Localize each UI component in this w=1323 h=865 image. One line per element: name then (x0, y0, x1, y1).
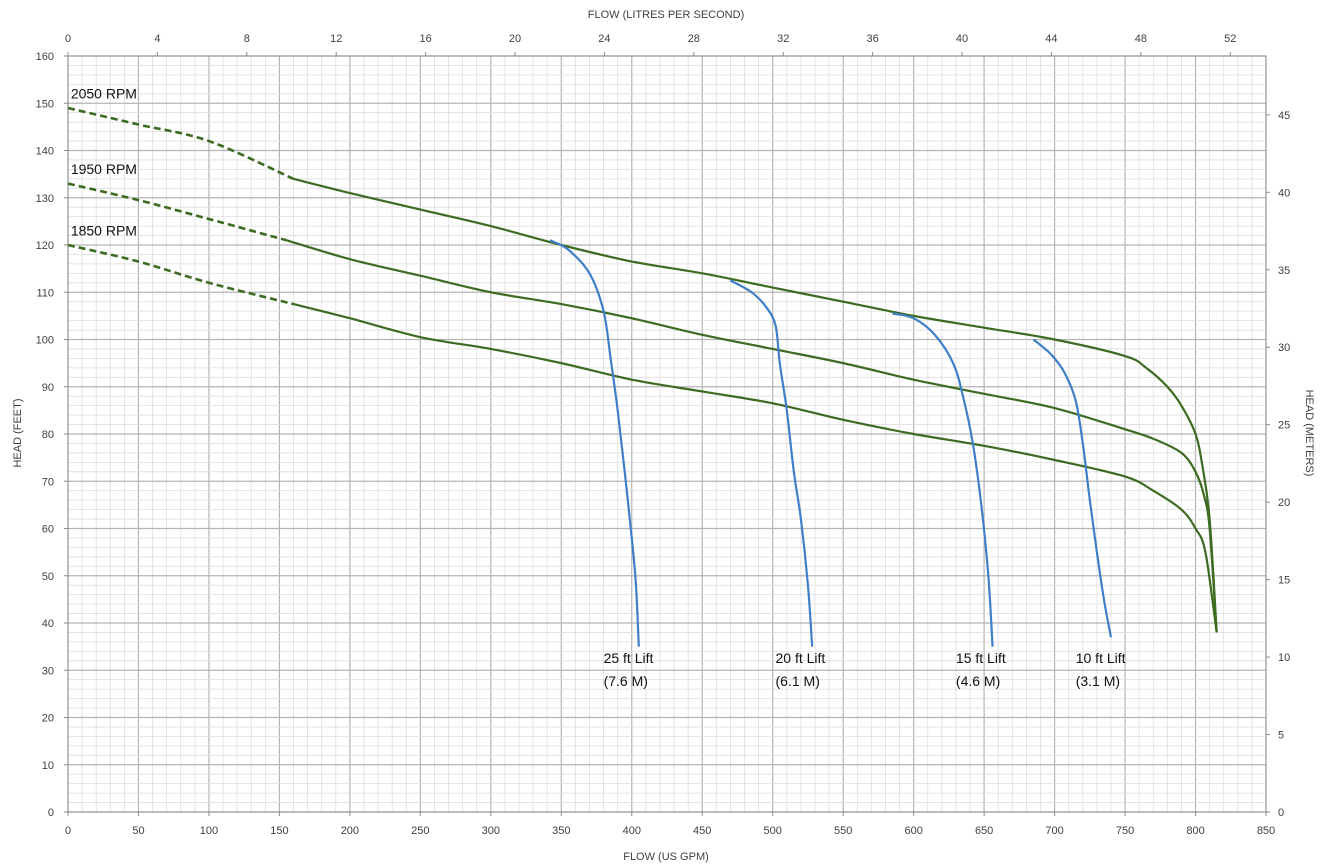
x-tick-label: 450 (693, 825, 711, 837)
y2-axis-title: HEAD (METERS) (1303, 390, 1315, 477)
annotation-20-ft-lift-line-1: 20 ft Lift (776, 650, 826, 666)
label-layer: 2050 RPM 1950 RPM 1850 RPM 25 ft Lift (7.6 M… (71, 86, 1126, 690)
series-1950-rpm-dashed (67, 182, 287, 242)
grid-layer (67, 55, 1267, 813)
y-axis-title: HEAD (FEET) (12, 398, 24, 467)
series-layer (67, 106, 1218, 647)
x-tick-label: 100 (200, 825, 218, 837)
x-tick-label: 0 (65, 825, 71, 837)
series-1950-rpm (286, 239, 1218, 633)
y2-tick-label: 20 (1278, 497, 1290, 509)
annotation-10-ft-lift-line-2: (3.1 M) (1076, 673, 1120, 689)
x-tick-label: 200 (341, 825, 359, 837)
y-tick-label: 120 (36, 240, 54, 252)
annotation-1850-rpm: 1850 RPM (71, 223, 137, 239)
annotation-15-ft-lift-line-2: (4.6 M) (956, 673, 1000, 689)
y2-tick-label: 35 (1278, 265, 1290, 277)
x2-tick-label: 4 (154, 33, 160, 45)
annotation-1950-rpm: 1950 RPM (71, 161, 137, 177)
y-tick-label: 110 (36, 287, 54, 299)
x-tick-label: 50 (132, 825, 144, 837)
x-tick-label: 800 (1186, 825, 1204, 837)
series-15-ft-lift (892, 312, 994, 647)
x2-tick-label: 28 (688, 33, 700, 45)
annotation-20-ft-lift-line-2: (6.1 M) (776, 673, 820, 689)
x2-axis-title: FLOW (LITRES PER SECOND) (588, 9, 744, 21)
x2-tick-label: 44 (1045, 33, 1057, 45)
series-2050-rpm (293, 177, 1218, 633)
x-tick-label: 650 (975, 825, 993, 837)
series-1850-rpm-dashed (67, 243, 294, 306)
y2-tick-label: 25 (1278, 420, 1290, 432)
y-tick-label: 40 (42, 618, 54, 630)
series-25-ft-lift (549, 239, 640, 647)
x-tick-label: 550 (834, 825, 852, 837)
y-tick-label: 10 (42, 760, 54, 772)
series-10-ft-lift (1032, 338, 1113, 638)
y-tick-label: 70 (42, 476, 54, 488)
annotation-10-ft-lift-line-1: 10 ft Lift (1076, 650, 1126, 666)
x-tick-label: 850 (1257, 825, 1275, 837)
x2-tick-label: 16 (419, 33, 431, 45)
x2-tick-label: 40 (956, 33, 968, 45)
x-tick-label: 400 (623, 825, 641, 837)
series-1850-rpm (293, 302, 1218, 633)
series-2050-rpm-dashed (67, 106, 295, 181)
x-axis-title: FLOW (US GPM) (623, 851, 709, 863)
axes-layer: 0 50 100 150 200 250 300 350 400 450 500 550 600 650 7… (36, 33, 1291, 837)
y-tick-label: 90 (42, 382, 54, 394)
y-tick-label: 100 (36, 335, 54, 347)
y2-tick-label: 0 (1278, 807, 1284, 819)
y-tick-label: 20 (42, 713, 54, 725)
x-tick-label: 700 (1045, 825, 1063, 837)
y2-tick-label: 15 (1278, 575, 1290, 587)
x2-tick-label: 36 (867, 33, 879, 45)
x2-tick-label: 24 (598, 33, 610, 45)
x2-tick-label: 20 (509, 33, 521, 45)
y2-tick-label: 45 (1278, 110, 1290, 122)
y2-tick-label: 30 (1278, 342, 1290, 354)
x-tick-label: 300 (482, 825, 500, 837)
y2-tick-label: 40 (1278, 187, 1290, 199)
y2-tick-label: 5 (1278, 730, 1284, 742)
y-tick-label: 150 (36, 98, 54, 110)
x-tick-label: 600 (904, 825, 922, 837)
y-tick-label: 130 (36, 193, 54, 205)
annotation-15-ft-lift-line-1: 15 ft Lift (956, 650, 1006, 666)
x2-tick-label: 52 (1224, 33, 1236, 45)
y-tick-label: 0 (48, 807, 54, 819)
x2-tick-label: 48 (1135, 33, 1147, 45)
x-tick-label: 350 (552, 825, 570, 837)
x-tick-label: 500 (764, 825, 782, 837)
y-tick-label: 50 (42, 571, 54, 583)
x-tick-label: 750 (1116, 825, 1134, 837)
annotation-2050-rpm: 2050 RPM (71, 86, 137, 102)
series-20-ft-lift (729, 279, 814, 647)
x-tick-label: 250 (411, 825, 429, 837)
y-tick-label: 80 (42, 429, 54, 441)
x2-tick-label: 12 (330, 33, 342, 45)
annotation-25-ft-lift-line-2: (7.6 M) (604, 673, 648, 689)
y-tick-label: 60 (42, 524, 54, 536)
y-tick-label: 140 (36, 146, 54, 158)
x2-tick-label: 0 (65, 33, 71, 45)
y-tick-label: 160 (36, 51, 54, 63)
annotation-25-ft-lift-line-1: 25 ft Lift (604, 650, 654, 666)
x-tick-label: 150 (270, 825, 288, 837)
y-tick-label: 30 (42, 665, 54, 677)
x2-tick-label: 32 (777, 33, 789, 45)
x2-tick-label: 8 (244, 33, 250, 45)
y2-tick-label: 10 (1278, 652, 1290, 664)
